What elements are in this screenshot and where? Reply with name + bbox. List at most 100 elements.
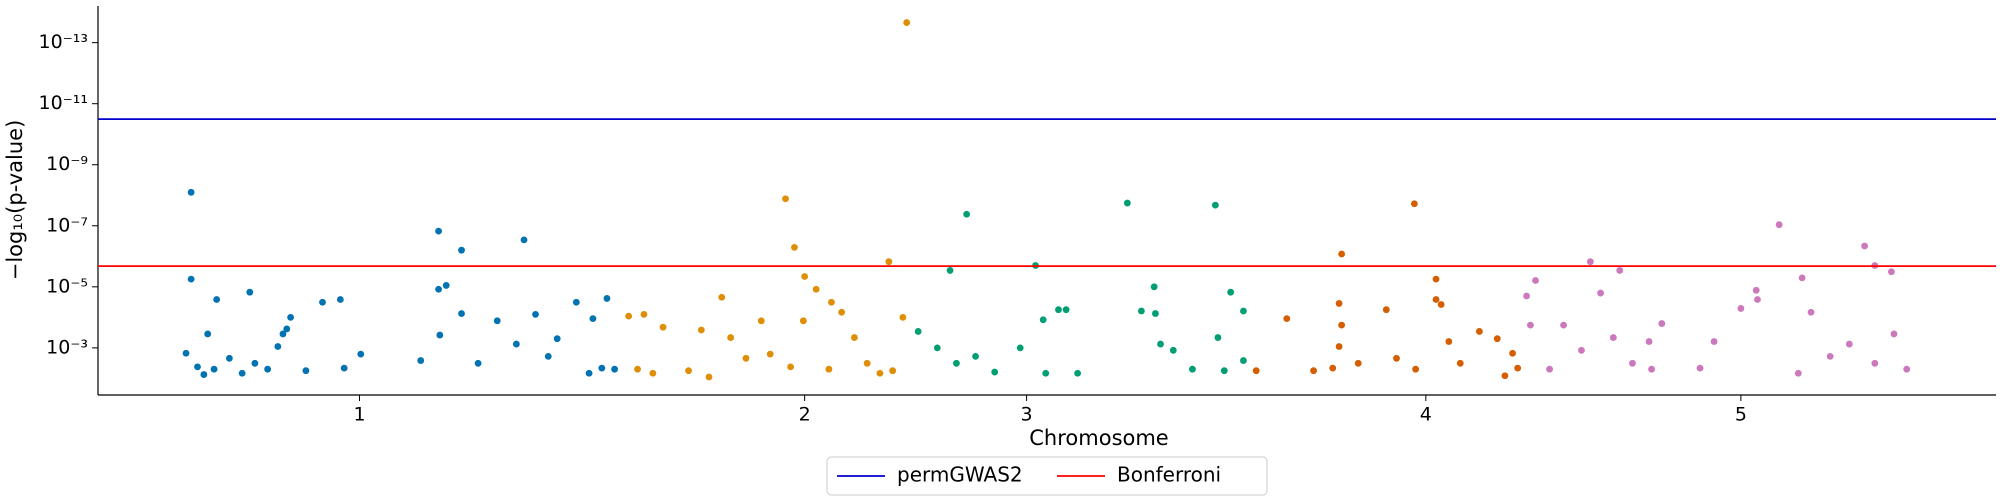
point [685,367,692,375]
point [899,313,907,321]
point [1393,354,1400,362]
point [1775,221,1783,229]
point [659,323,667,331]
legend-box [826,456,1268,496]
point [1616,267,1624,274]
point [1493,335,1501,343]
point [589,315,597,323]
point [336,296,344,303]
point [933,344,941,352]
point [1807,308,1815,316]
point [625,312,633,320]
point [274,343,282,350]
point [213,296,221,303]
point [1240,357,1247,364]
point [766,350,774,358]
point [1169,346,1177,354]
point [1150,283,1158,291]
point [1137,307,1145,315]
point [1514,364,1522,372]
point [1039,316,1047,324]
point [1227,288,1235,296]
point [991,368,999,376]
point [799,317,807,325]
point [1252,367,1260,375]
point [210,365,218,373]
point [544,352,552,360]
point [1890,330,1898,338]
point [1329,364,1337,372]
point [1546,365,1553,373]
point [1476,328,1483,335]
point [1845,340,1853,348]
point [1338,321,1346,329]
y-tick-label: 10⁻³ [46,336,88,358]
point [1382,306,1390,314]
point [718,293,726,301]
point [1042,369,1050,377]
point [357,350,365,358]
point [598,364,606,372]
point [1456,359,1464,367]
point [1826,352,1834,360]
point [1432,296,1440,303]
point [1754,296,1761,303]
point [1798,274,1806,282]
point [436,331,444,339]
point [1412,365,1420,373]
point [585,369,593,377]
point [1903,365,1911,373]
y-tick-label: 10⁻¹³ [39,31,88,53]
point [1509,349,1516,357]
x-axis-label: Chromosome [1029,426,1168,450]
point [1445,338,1453,345]
point [302,367,310,375]
point [953,359,960,367]
point [553,335,561,343]
point [1335,300,1343,307]
point [194,363,201,371]
point [1710,338,1718,345]
point [611,365,618,373]
point [963,210,971,218]
y-tick-label: 10⁻⁵ [46,275,88,297]
point [1055,306,1062,314]
point [1123,199,1131,207]
point [1696,364,1704,372]
x-tick-label: 2 [799,404,811,426]
point [1016,344,1024,352]
point [442,282,450,289]
point [435,285,442,293]
x-tick-label: 5 [1735,404,1747,426]
point [1335,343,1343,350]
point [1597,289,1604,297]
point [287,313,295,321]
point [1560,321,1567,329]
x-tick-label: 3 [1021,404,1033,426]
point [1211,201,1219,209]
point [200,371,208,378]
point [946,267,954,274]
point [1648,365,1656,373]
point [787,363,795,371]
point [238,369,246,377]
point [705,373,713,381]
point [697,326,705,334]
point [204,330,212,338]
y-tick-label: 10⁻¹¹ [39,92,88,114]
point [727,334,735,341]
point [889,367,897,375]
point [1645,338,1653,345]
point [1609,334,1617,341]
point [850,334,858,341]
point [512,340,520,348]
point [863,359,871,367]
y-tick-label: 10⁻⁷ [46,214,88,236]
point [1410,200,1418,208]
point [435,227,442,235]
x-tick-label: 4 [1420,404,1432,426]
point [319,298,326,306]
point [1152,310,1159,317]
point [474,359,482,367]
point [279,330,287,338]
